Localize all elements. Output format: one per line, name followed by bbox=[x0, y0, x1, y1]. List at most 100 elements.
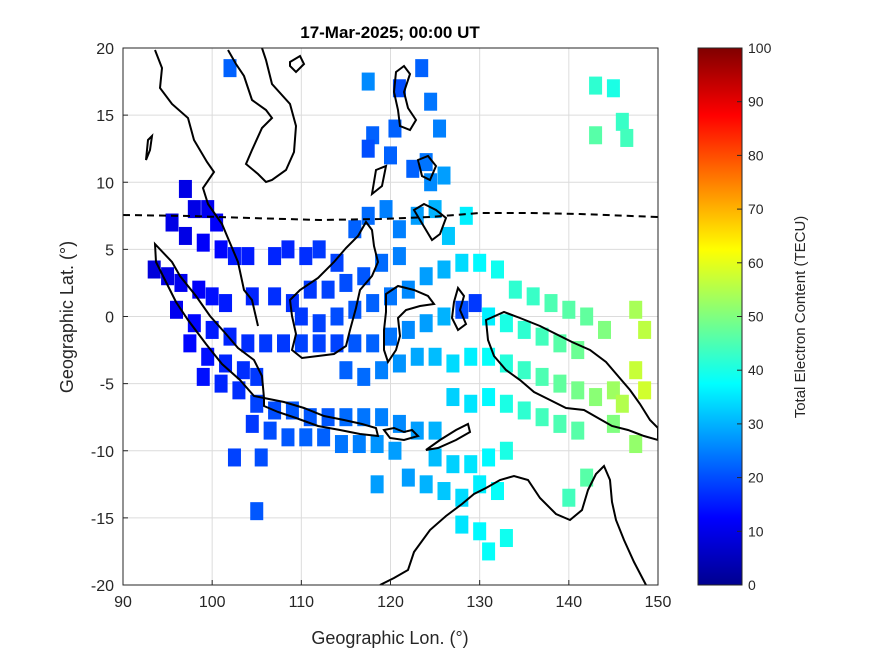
colorbar-gradient bbox=[697, 47, 743, 586]
tec-cell bbox=[312, 334, 326, 353]
tec-cell bbox=[366, 294, 380, 313]
tec-cell bbox=[598, 320, 611, 339]
tec-cell bbox=[464, 347, 478, 366]
tec-cell bbox=[638, 320, 652, 339]
y-tick-label: 15 bbox=[96, 108, 114, 125]
tec-cell bbox=[205, 287, 219, 306]
tec-cell bbox=[299, 247, 313, 266]
y-tick-label: 10 bbox=[96, 175, 114, 192]
tec-cell bbox=[348, 334, 362, 353]
tec-cell bbox=[294, 334, 308, 353]
tec-cell bbox=[339, 361, 353, 380]
coastline-borneo bbox=[288, 220, 380, 360]
colorbar-tick-label: 40 bbox=[748, 362, 764, 378]
tec-cell bbox=[330, 253, 344, 272]
tec-cell bbox=[589, 388, 603, 407]
tec-cell bbox=[441, 226, 455, 245]
tec-cell bbox=[491, 260, 504, 279]
tec-cell bbox=[615, 394, 629, 413]
coastline-lesser-sunda bbox=[382, 426, 420, 442]
tec-cell bbox=[375, 253, 389, 272]
y-tick-label: 5 bbox=[105, 242, 114, 259]
tec-cell bbox=[392, 354, 406, 373]
tec-cell bbox=[629, 361, 643, 380]
tec-cell bbox=[312, 314, 326, 333]
tec-cell bbox=[535, 327, 549, 346]
tec-cell bbox=[499, 441, 513, 460]
tec-cell bbox=[410, 421, 424, 440]
colorbar-tick-label: 80 bbox=[748, 147, 764, 163]
tec-cell bbox=[339, 273, 353, 292]
tec-cell bbox=[384, 287, 397, 306]
tec-cell bbox=[401, 468, 415, 487]
tec-cell bbox=[428, 347, 442, 366]
tec-cell bbox=[254, 448, 268, 467]
tec-cell bbox=[388, 441, 402, 460]
tec-cell bbox=[379, 200, 393, 219]
tec-cell bbox=[370, 475, 384, 494]
colorbar-tick-label: 60 bbox=[748, 255, 764, 271]
tec-cell bbox=[263, 421, 277, 440]
tec-cell bbox=[268, 247, 282, 266]
coastline-mainland-asia bbox=[154, 48, 298, 327]
colorbar-tick-label: 100 bbox=[748, 40, 772, 56]
tec-cell bbox=[459, 206, 473, 225]
tec-cell bbox=[241, 247, 255, 266]
tec-cell bbox=[553, 374, 567, 393]
coastline-new-guinea bbox=[484, 310, 658, 442]
y-tick-label: -15 bbox=[91, 511, 114, 528]
coastline-sulawesi bbox=[383, 284, 436, 365]
tec-cell bbox=[361, 139, 375, 158]
x-tick-label: 100 bbox=[199, 594, 226, 611]
tec-cell bbox=[571, 381, 585, 400]
tec-cell bbox=[219, 354, 233, 373]
tec-cell bbox=[491, 482, 504, 501]
tec-cell bbox=[348, 220, 362, 239]
tec-cell bbox=[424, 92, 438, 111]
tec-cell bbox=[196, 367, 210, 386]
tec-cell bbox=[499, 314, 513, 333]
tec-cell bbox=[638, 381, 652, 400]
tec-cell bbox=[629, 435, 643, 454]
tec-cell bbox=[281, 428, 295, 447]
x-tick-label: 90 bbox=[114, 594, 132, 611]
tec-cell bbox=[446, 354, 460, 373]
y-tick-label: -20 bbox=[91, 578, 114, 595]
tec-cell bbox=[366, 334, 380, 353]
tec-cell bbox=[455, 253, 469, 272]
tec-cell bbox=[361, 206, 375, 225]
tec-cell bbox=[589, 126, 603, 145]
colorbar-tick-label: 20 bbox=[748, 470, 764, 486]
tec-cell bbox=[236, 361, 250, 380]
coastline-australia bbox=[379, 464, 647, 585]
tec-cell bbox=[245, 287, 259, 306]
colorbar-label: Total Electron Content (TECU) bbox=[792, 216, 809, 419]
tec-cell bbox=[268, 287, 282, 306]
tec-cell bbox=[330, 307, 344, 326]
tec-cell bbox=[375, 361, 389, 380]
tec-cells bbox=[147, 59, 652, 561]
tec-cell bbox=[312, 240, 326, 259]
colorbar-tick-label: 30 bbox=[748, 416, 764, 432]
tec-cell bbox=[455, 515, 469, 534]
tec-cell bbox=[352, 435, 366, 454]
tec-cell bbox=[410, 347, 424, 366]
tec-cell bbox=[214, 374, 228, 393]
tec-cell bbox=[517, 401, 531, 420]
tec-cell bbox=[482, 388, 496, 407]
tec-cell bbox=[277, 334, 290, 353]
tec-cell bbox=[553, 414, 567, 433]
tec-cell bbox=[482, 448, 496, 467]
tec-cell bbox=[210, 213, 224, 232]
tec-cell bbox=[419, 314, 433, 333]
tec-cell bbox=[620, 128, 634, 147]
tec-cell bbox=[357, 267, 371, 286]
tec-cell bbox=[446, 455, 460, 474]
x-tick-label: 150 bbox=[645, 594, 672, 611]
tec-cell bbox=[334, 435, 348, 454]
tec-cell bbox=[299, 428, 313, 447]
tec-cell bbox=[370, 435, 384, 454]
tec-cell bbox=[187, 314, 201, 333]
tec-cell bbox=[615, 112, 629, 131]
